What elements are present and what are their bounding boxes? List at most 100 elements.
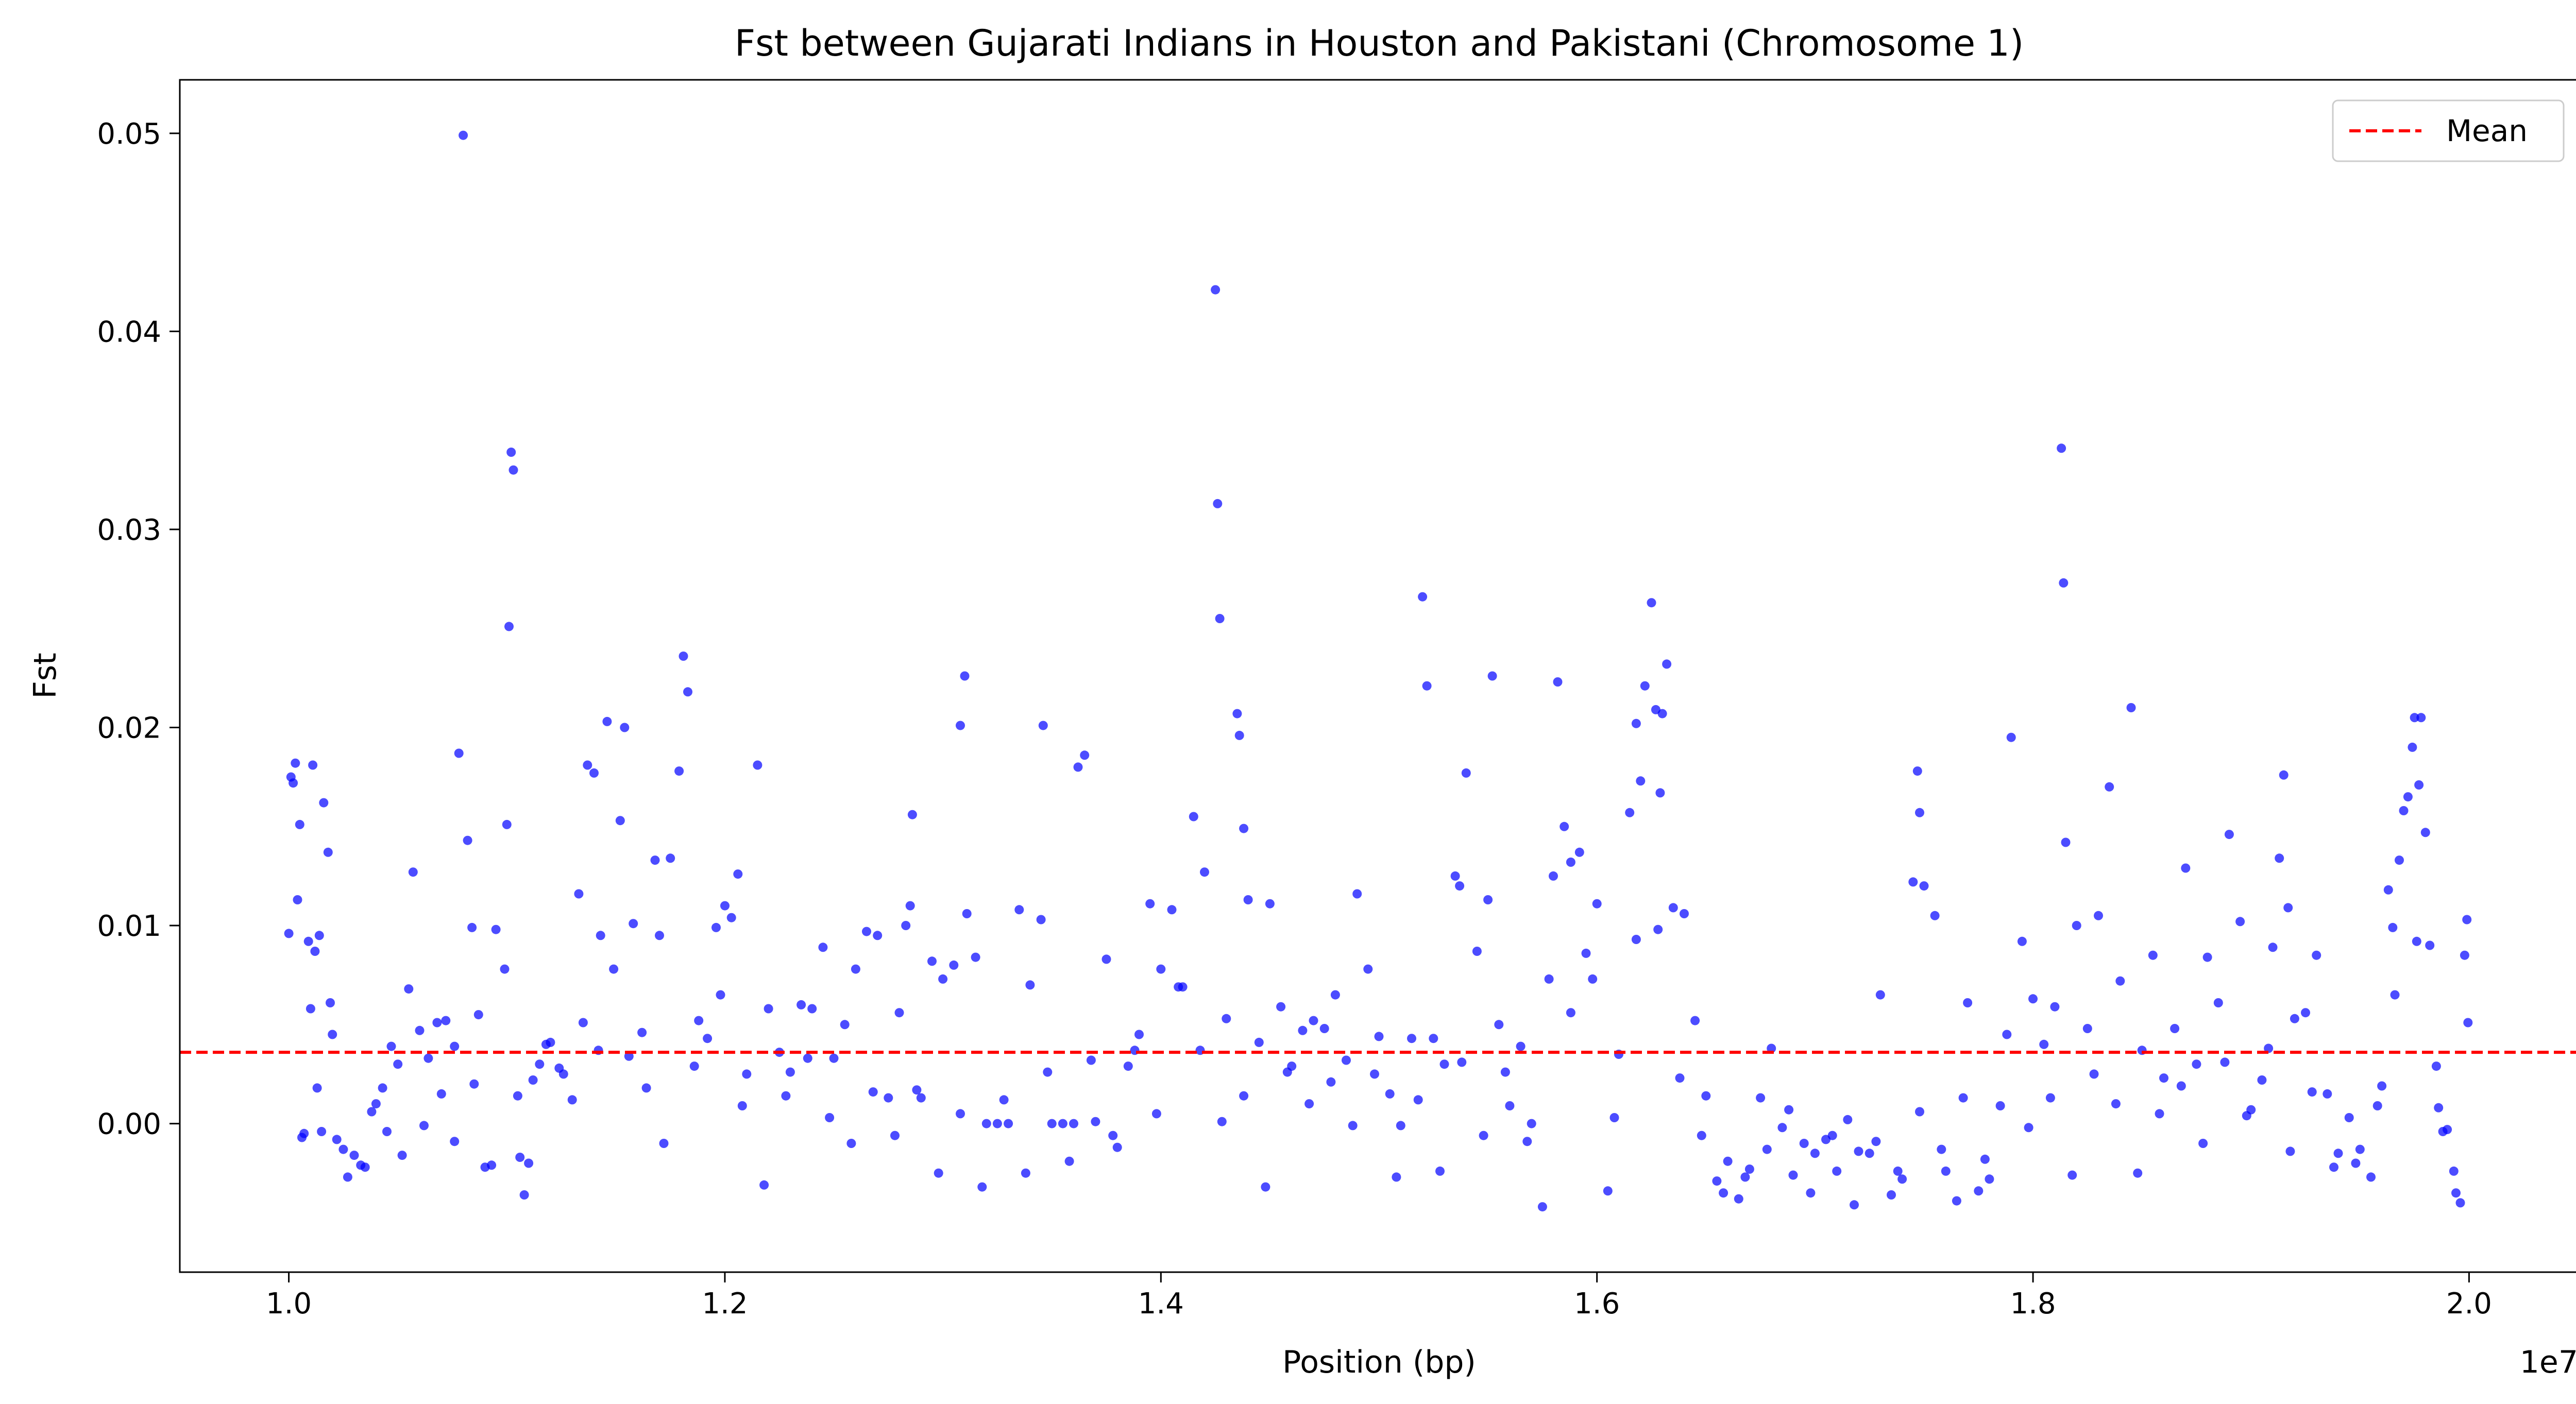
data-point xyxy=(1069,1119,1078,1128)
data-point xyxy=(463,835,472,845)
data-point xyxy=(1647,598,1656,608)
data-point xyxy=(1211,285,1221,295)
data-point xyxy=(450,1137,460,1146)
data-point xyxy=(650,855,660,865)
data-point xyxy=(1980,1154,1990,1164)
data-point xyxy=(2434,1103,2444,1112)
data-point xyxy=(1038,721,1048,730)
data-point xyxy=(938,974,948,984)
data-point xyxy=(1657,709,1667,718)
data-point xyxy=(1330,990,1340,1000)
data-point xyxy=(1544,974,1554,984)
data-point xyxy=(1363,964,1373,974)
data-point xyxy=(916,1093,926,1103)
data-point xyxy=(1298,1025,1308,1035)
data-point xyxy=(2403,792,2413,802)
data-point xyxy=(314,931,324,940)
data-point xyxy=(846,1139,856,1148)
data-point xyxy=(326,998,335,1007)
data-point xyxy=(2192,1059,2201,1069)
data-point xyxy=(1908,877,1918,887)
data-point xyxy=(404,984,414,994)
data-point xyxy=(1767,1043,1776,1053)
data-point xyxy=(1254,1037,1264,1047)
data-point xyxy=(1985,1174,1994,1184)
data-point xyxy=(733,869,743,879)
data-point xyxy=(2082,1024,2092,1033)
data-point xyxy=(1680,909,1689,918)
data-point xyxy=(515,1153,525,1162)
data-point xyxy=(1843,1115,1853,1124)
data-point xyxy=(1603,1186,1613,1196)
data-point xyxy=(711,922,721,932)
data-point xyxy=(1784,1105,1794,1115)
data-point xyxy=(1232,709,1242,718)
data-point xyxy=(2344,1113,2354,1122)
data-point xyxy=(295,819,304,829)
data-point xyxy=(436,1089,446,1099)
data-point xyxy=(1653,924,1663,934)
data-point xyxy=(2155,1109,2164,1119)
data-point xyxy=(873,931,883,940)
data-point xyxy=(524,1158,534,1168)
data-point xyxy=(689,1061,699,1071)
data-point xyxy=(2449,1166,2459,1176)
data-point xyxy=(2416,713,2426,723)
data-point xyxy=(1370,1069,1379,1079)
x-tick-label: 1.8 xyxy=(2010,1287,2056,1321)
data-point xyxy=(1021,1168,1030,1178)
data-point xyxy=(1374,1032,1384,1041)
data-point xyxy=(513,1091,522,1101)
data-point xyxy=(1487,671,1497,681)
data-point xyxy=(2414,780,2424,790)
x-axis-label: Position (bp) xyxy=(1282,1344,1476,1380)
data-point xyxy=(2061,837,2071,847)
data-point xyxy=(868,1087,878,1097)
data-point xyxy=(807,1004,817,1014)
data-point xyxy=(2028,994,2038,1004)
data-point xyxy=(2285,1146,2295,1156)
data-point xyxy=(2355,1144,2365,1154)
data-point xyxy=(535,1059,545,1069)
data-point xyxy=(2410,713,2419,723)
data-point xyxy=(567,1095,577,1105)
data-point xyxy=(343,1172,352,1182)
data-point xyxy=(1479,1131,1488,1140)
data-point xyxy=(703,1034,713,1043)
data-point xyxy=(1043,1067,1053,1077)
data-point xyxy=(1762,1144,1772,1154)
data-point xyxy=(977,1182,987,1192)
data-point xyxy=(393,1059,403,1069)
data-point xyxy=(971,952,980,962)
data-point xyxy=(2017,936,2027,946)
data-point xyxy=(1429,1034,1438,1043)
data-point xyxy=(825,1113,835,1122)
data-point xyxy=(1025,980,1035,990)
data-point xyxy=(1058,1119,1067,1128)
data-point xyxy=(2279,770,2289,780)
data-point xyxy=(884,1093,893,1103)
data-point xyxy=(1655,788,1665,798)
data-point xyxy=(1123,1061,1133,1071)
data-point xyxy=(450,1041,460,1051)
data-point xyxy=(1893,1166,1903,1176)
data-point xyxy=(1574,847,1584,857)
data-point xyxy=(1348,1121,1358,1131)
data-point xyxy=(1200,867,1209,877)
data-point xyxy=(504,622,514,631)
data-point xyxy=(907,810,917,819)
data-point xyxy=(2220,1057,2230,1067)
data-point xyxy=(328,1030,337,1039)
data-point xyxy=(1064,1156,1074,1166)
data-point xyxy=(1472,947,1482,956)
data-point xyxy=(2002,1030,2012,1039)
data-point xyxy=(397,1151,407,1160)
data-point xyxy=(960,671,970,681)
data-point xyxy=(1636,776,1646,786)
data-point xyxy=(2462,915,2472,924)
data-point xyxy=(2059,578,2069,588)
data-point xyxy=(583,760,592,770)
data-point xyxy=(1915,808,1924,817)
data-point xyxy=(1222,1014,1231,1023)
data-point xyxy=(2264,1043,2274,1053)
